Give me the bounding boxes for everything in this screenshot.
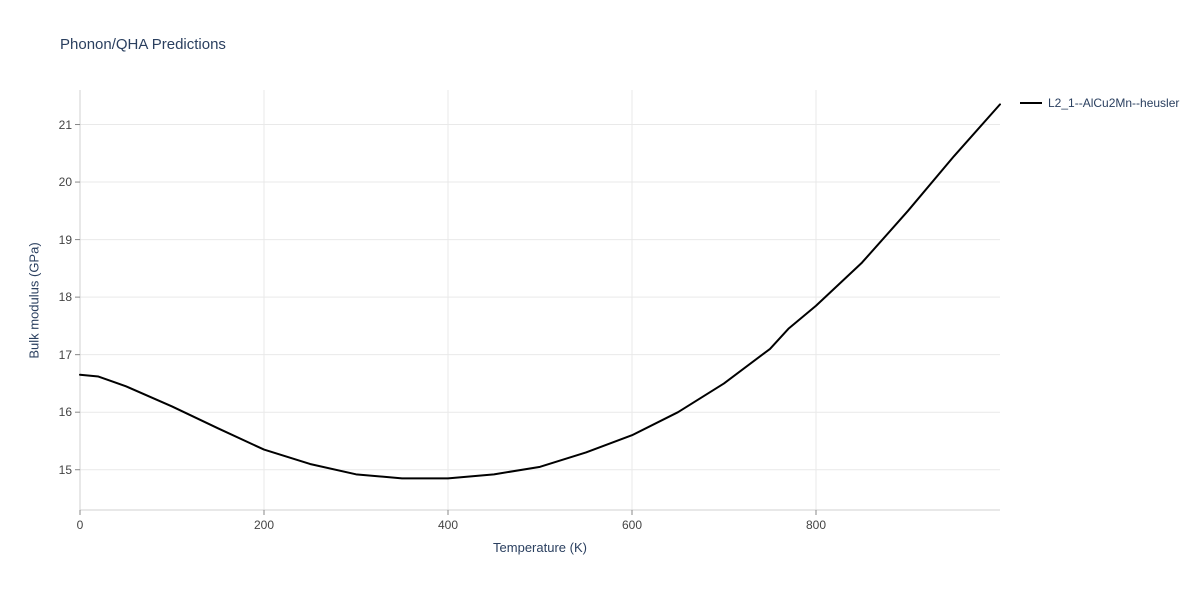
x-axis-label: Temperature (K) — [80, 540, 1000, 555]
y-tick-label: 15 — [44, 463, 72, 477]
plot-svg — [80, 90, 1000, 510]
legend-series-label: L2_1--AlCu2Mn--heusler — [1048, 96, 1179, 110]
y-tick-label: 17 — [44, 348, 72, 362]
y-tick-label: 21 — [44, 118, 72, 132]
x-tick-label: 600 — [622, 518, 642, 532]
x-tick-label: 0 — [77, 518, 84, 532]
y-tick-label: 16 — [44, 405, 72, 419]
legend: L2_1--AlCu2Mn--heusler — [1020, 96, 1179, 110]
y-axis-label-wrap: Bulk modulus (GPa) — [26, 90, 42, 510]
y-tick-label: 19 — [44, 233, 72, 247]
x-tick-label: 400 — [438, 518, 458, 532]
chart-container: Phonon/QHA Predictions 0 200 400 600 800 15 1… — [0, 0, 1200, 600]
chart-title: Phonon/QHA Predictions — [60, 36, 226, 53]
plot-area — [80, 90, 1000, 510]
y-tick-label: 20 — [44, 175, 72, 189]
y-axis-label: Bulk modulus (GPa) — [27, 242, 42, 358]
x-tick-label: 200 — [254, 518, 274, 532]
legend-series-line — [1020, 102, 1042, 104]
y-tick-label: 18 — [44, 290, 72, 304]
x-tick-label: 800 — [806, 518, 826, 532]
